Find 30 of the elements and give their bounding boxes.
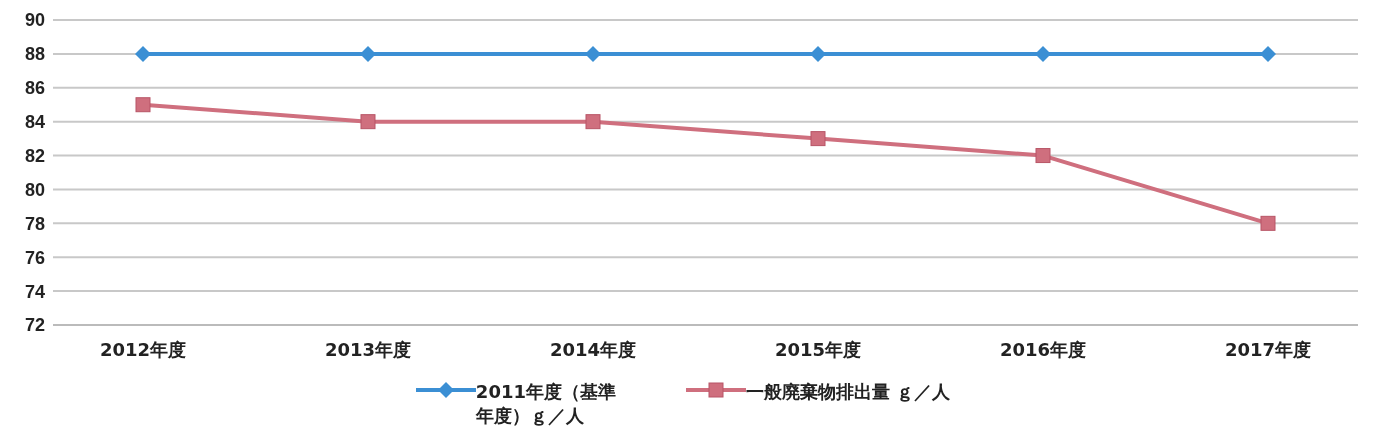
- x-tick-label: 2013年度: [324, 338, 412, 360]
- legend-label: 2011年度（基準年度）ｇ／人: [475, 380, 617, 428]
- point: [135, 45, 151, 62]
- y-tick-label: 72: [24, 315, 45, 336]
- point: [585, 114, 601, 130]
- x-tick-label: 2015年度: [774, 338, 862, 360]
- y-tick-label: 74: [24, 281, 45, 302]
- y-tick-label: 76: [24, 247, 45, 268]
- point: [810, 45, 826, 62]
- y-tick-label: 90: [24, 10, 45, 31]
- point: [1260, 215, 1276, 231]
- x-tick-label: 2016年度: [999, 338, 1087, 360]
- point: [810, 131, 826, 147]
- y-tick-label: 80: [24, 179, 45, 200]
- point: [1035, 148, 1051, 164]
- x-tick-label: 2014年度: [549, 338, 637, 360]
- legend-label: 一般廃棄物排出量 ｇ／人: [745, 380, 951, 404]
- point: [1035, 45, 1051, 62]
- y-tick-label: 84: [24, 112, 45, 133]
- point: [360, 45, 376, 62]
- point: [135, 97, 151, 113]
- y-tick-label: 78: [24, 213, 45, 234]
- y-tick-label: 82: [24, 145, 45, 166]
- x-tick-label: 2012年度: [99, 338, 187, 360]
- point: [585, 45, 601, 62]
- y-tick-label: 86: [24, 78, 45, 99]
- point: [360, 114, 376, 130]
- y-tick-label: 88: [24, 44, 45, 65]
- x-tick-label: 2017年度: [1224, 338, 1312, 360]
- point: [1260, 45, 1276, 62]
